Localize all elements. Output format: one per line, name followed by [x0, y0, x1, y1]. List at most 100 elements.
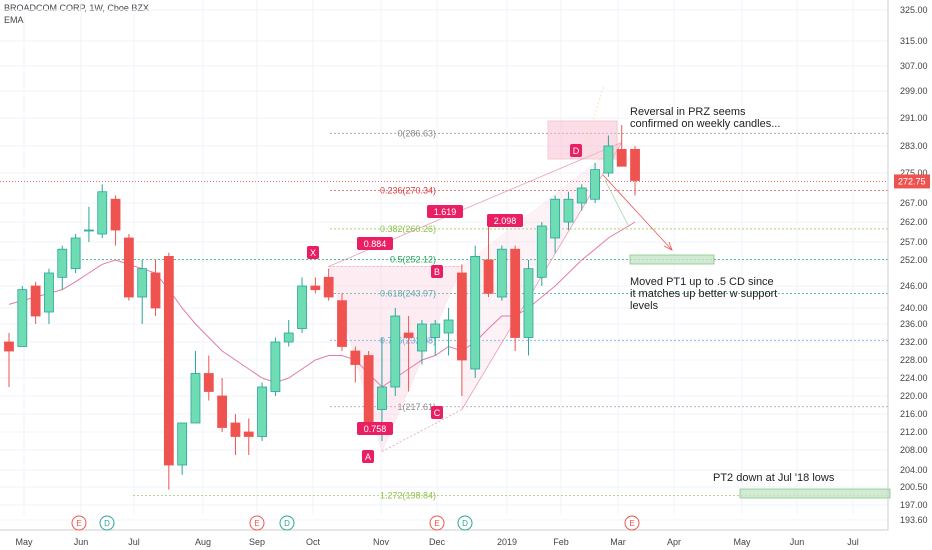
- ac-line: [381, 409, 463, 452]
- dividend-marker: [457, 515, 473, 531]
- price-tick: 220.00: [900, 391, 928, 401]
- price-tick: 246.00: [900, 281, 928, 291]
- indicator-label: EMA: [4, 15, 24, 25]
- fib-retracement: 0(286.63) 0.236(270.34) 0.382(260.26) 0.5(2…: [78, 128, 888, 501]
- price-tick: 236.00: [900, 319, 928, 329]
- candle-body: [270, 341, 281, 392]
- point-d-bg: [570, 144, 582, 157]
- candle-body: [496, 248, 507, 298]
- pt1-note: levels: [630, 300, 659, 312]
- price-tick: 275.00: [900, 168, 928, 178]
- event-label: E: [254, 519, 259, 528]
- dividend-marker: [99, 515, 115, 531]
- candle-body: [70, 237, 81, 270]
- pt1-note: Moved PT1 up to .5 CD since: [630, 276, 774, 288]
- time-axis: May Jun Jul Aug Sep Oct Nov Dec 2019 Feb Mar Apr May…: [0, 529, 888, 547]
- fib-label: 1(217.61): [397, 402, 436, 412]
- price-tick: 240.00: [900, 303, 928, 313]
- time-tick: Jul: [847, 537, 859, 547]
- ratio-label-bg: [357, 237, 393, 250]
- event-label: D: [104, 519, 110, 528]
- point-c: C: [434, 408, 441, 418]
- ratio-label: 1.619: [434, 207, 457, 217]
- grid-lines: [0, 0, 888, 521]
- candle-body: [603, 145, 614, 174]
- event-label: E: [76, 519, 81, 528]
- ratio-label: 0.884: [364, 239, 387, 249]
- dividend-marker: [279, 515, 295, 531]
- candle-body: [483, 259, 494, 294]
- time-tick: Oct: [306, 537, 321, 547]
- fib-label: 0.236(270.34): [380, 185, 436, 195]
- fib-label: 0(286.63): [397, 128, 436, 138]
- price-tick: 291.00: [900, 113, 928, 123]
- candle-body: [337, 300, 347, 347]
- price-tick: 193.60: [900, 515, 928, 525]
- candle-body: [590, 169, 600, 200]
- time-tick: Jul: [128, 537, 140, 547]
- ratio-label: 0.758: [364, 424, 387, 434]
- point-x: X: [310, 248, 316, 258]
- candle-body: [563, 198, 574, 223]
- candle-body: [616, 148, 627, 167]
- candle-body: [4, 341, 14, 352]
- candle-body: [163, 255, 174, 466]
- point-c-bg: [431, 406, 443, 419]
- price-tick: 267.00: [900, 198, 928, 208]
- price-tick: 208.00: [900, 445, 928, 455]
- candle-body: [30, 285, 41, 317]
- chart-title: BROADCOM CORP, 1W, Cboe BZX: [4, 3, 149, 13]
- candle-body: [377, 386, 387, 410]
- price-tick: 224.00: [900, 373, 928, 383]
- candle-body: [536, 225, 547, 278]
- candle-body: [257, 386, 267, 437]
- candle-body: [97, 191, 108, 235]
- time-tick: Mar: [610, 537, 626, 547]
- time-tick: Jun: [790, 537, 805, 547]
- price-tick: 216.00: [900, 409, 928, 419]
- candle-body: [443, 319, 454, 334]
- fib-label: 0.786(232.38): [380, 335, 436, 345]
- fib-label: 0.618(243.97): [380, 288, 436, 298]
- candle-body: [190, 373, 201, 424]
- candle-body: [576, 187, 587, 204]
- price-tick: 315.00: [900, 36, 928, 46]
- ratio-label-bg: [487, 214, 523, 227]
- candle-body: [363, 355, 374, 428]
- price-tick: 228.00: [900, 355, 928, 365]
- pattern-labels: X A B C D 0.884 0.758 1.619 2.098: [307, 144, 582, 463]
- candle-body: [510, 248, 521, 338]
- candle-body: [470, 255, 481, 370]
- point-x-bg: [307, 246, 319, 259]
- candle-body: [350, 350, 361, 365]
- candles: [4, 125, 640, 490]
- candle-body: [123, 237, 134, 298]
- time-tick: 2019: [497, 537, 517, 547]
- candle-body: [523, 268, 534, 338]
- price-tick: 212.00: [900, 427, 928, 437]
- reversal-note: Reversal in PRZ seems: [630, 106, 746, 118]
- time-tick: Sep: [249, 537, 265, 547]
- candle-body: [230, 422, 241, 437]
- price-tick: 252.00: [900, 255, 928, 265]
- event-label: D: [284, 519, 290, 528]
- time-tick: Aug: [195, 537, 211, 547]
- candle-body: [84, 229, 94, 232]
- time-tick: May: [15, 537, 33, 547]
- time-tick: Apr: [667, 537, 681, 547]
- candle-body: [323, 276, 334, 298]
- pt1-target-box: [629, 254, 715, 265]
- price-tick: 204.00: [900, 465, 928, 475]
- candle-body: [203, 373, 214, 392]
- pt1-arrow-head: [663, 241, 673, 251]
- pt1-arrow: [602, 174, 673, 251]
- ratio-label: 2.098: [494, 216, 517, 226]
- point-d: D: [573, 146, 580, 156]
- candle-body: [17, 289, 28, 347]
- candle-body: [283, 332, 294, 343]
- price-tick: 299.00: [900, 86, 928, 96]
- time-tick: Feb: [553, 537, 569, 547]
- price-axis: 325.00 315.00 307.00 299.00 291.00 283.00 275.…: [887, 0, 930, 530]
